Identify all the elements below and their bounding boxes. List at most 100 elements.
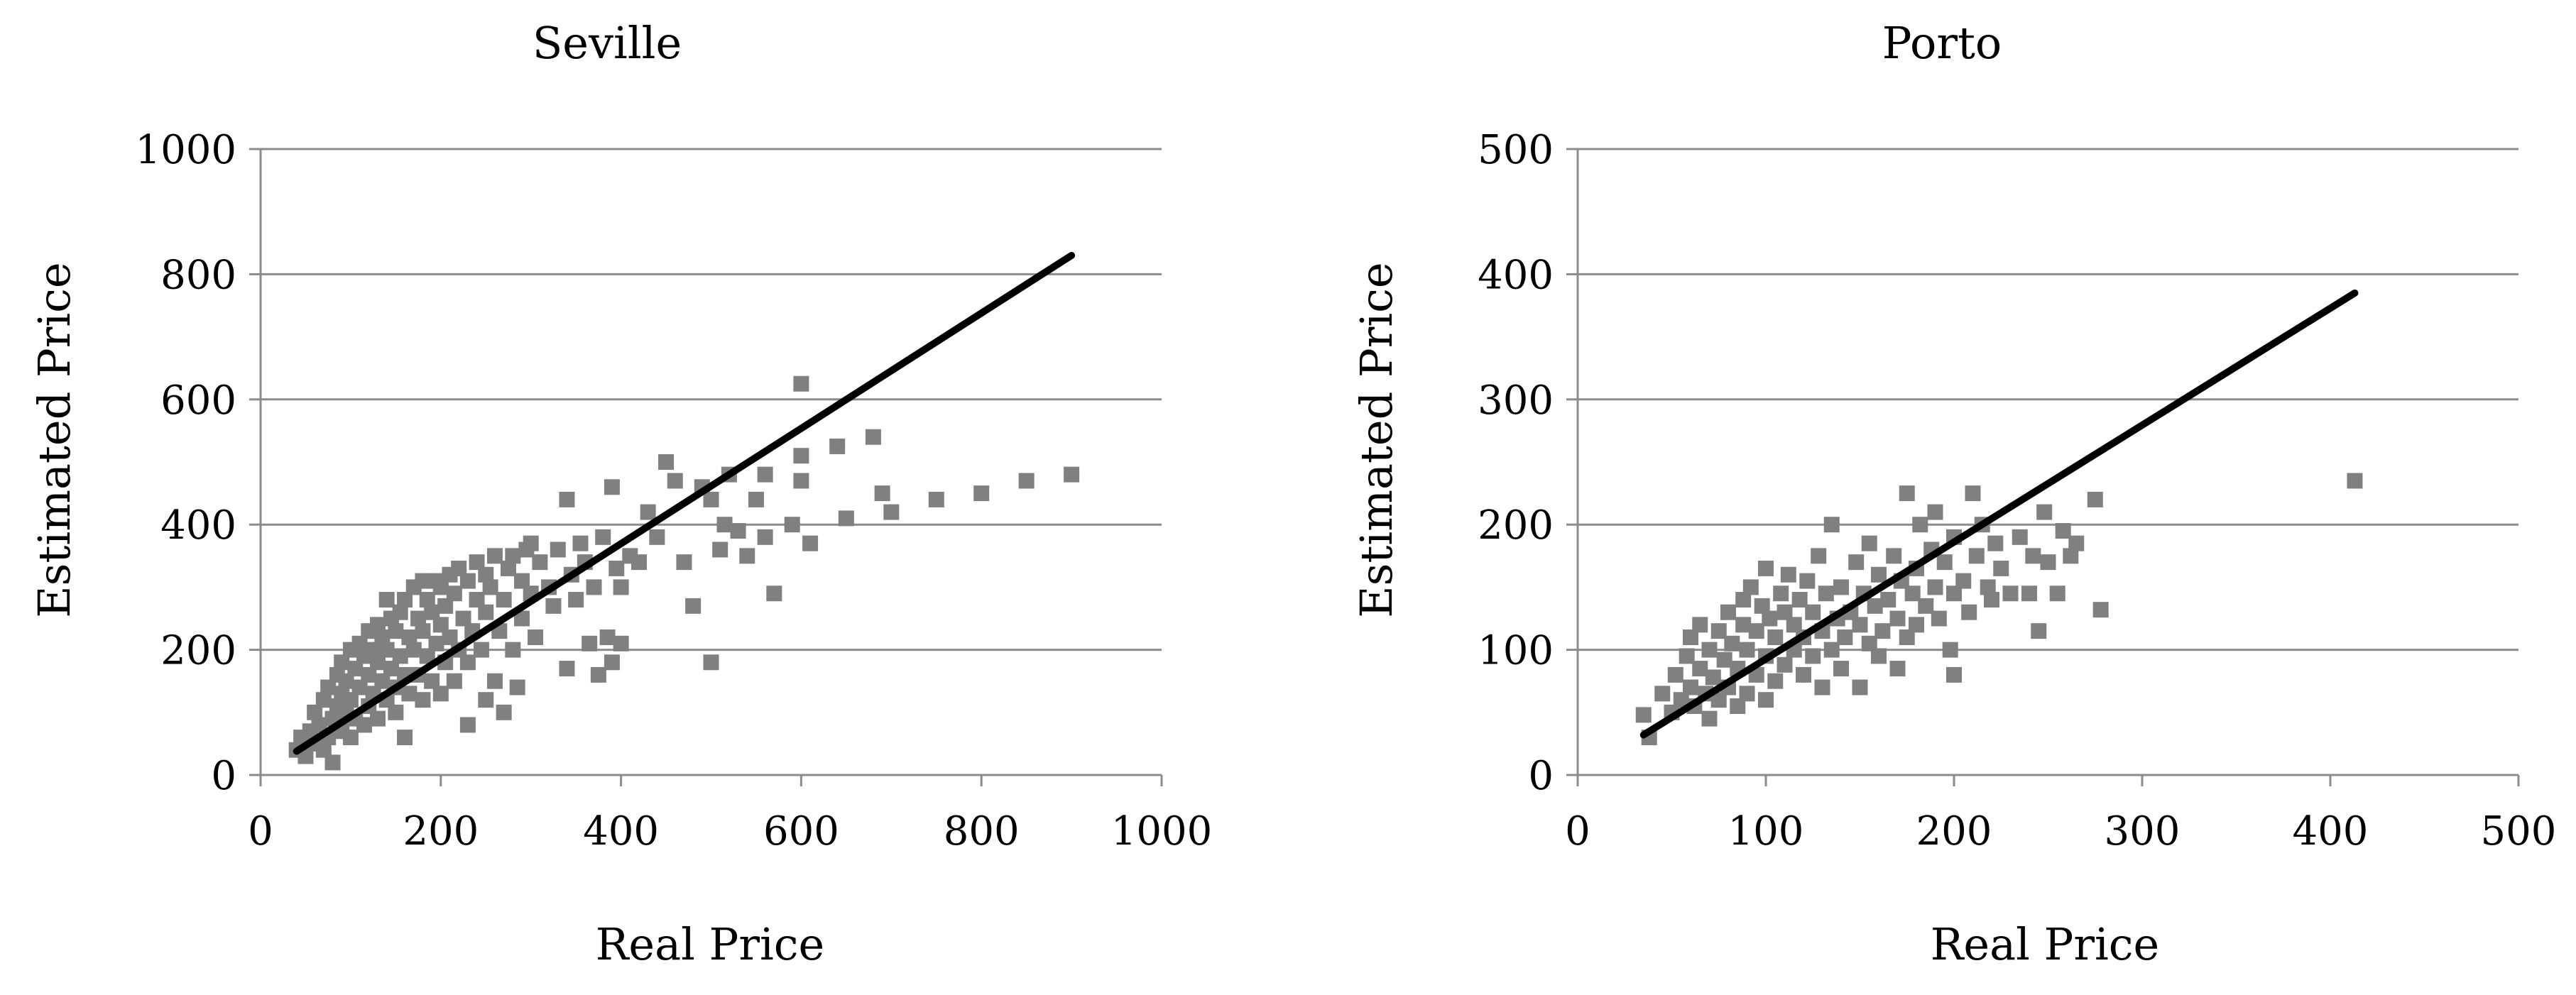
y-tick-label: 1000 [135,127,236,173]
data-point [631,554,647,571]
data-point [1692,617,1708,633]
y-tick-label: 100 [1478,628,1554,674]
data-point [559,491,575,507]
data-point [2040,554,2056,571]
data-point [1730,698,1746,714]
data-point [2025,548,2041,564]
x-tick-label: 100 [1728,808,1804,854]
data-point [320,679,337,696]
data-point [1701,642,1718,658]
x-tick-label: 400 [583,808,659,854]
data-point [298,748,314,764]
data-point [1955,573,1972,589]
y-tick-label: 500 [1478,127,1554,173]
data-point [1739,642,1755,658]
data-point [1823,642,1840,658]
data-point [1739,686,1755,702]
chart-porto: Porto 0 100 200 300 400 500 0 100 200 300 400 500 R… [1350,17,2556,970]
data-point [2049,586,2065,602]
data-point [1018,473,1035,489]
data-point [1742,579,1759,595]
y-axis-label: Estimated Price [1350,262,1402,617]
data-point [1968,548,1985,564]
data-point [1683,679,1698,696]
data-point [1899,485,1915,502]
data-point [1871,566,1887,583]
x-tick-label: 500 [2481,808,2557,854]
data-point [757,466,773,483]
x-axis-label: Real Price [1931,918,2159,970]
data-point [1871,648,1887,664]
data-point [451,560,467,576]
data-point [1805,604,1821,620]
data-point [455,610,471,627]
data-point [703,654,719,671]
data-point [1833,579,1849,595]
data-point [514,573,530,589]
data-point [829,438,846,454]
data-point [473,642,489,658]
data-point [1946,586,1962,602]
data-point [419,648,435,664]
x-tick-label: 0 [248,808,273,854]
data-point [1780,566,1796,583]
data-point [365,642,381,658]
data-point [397,730,413,746]
data-point [1716,652,1732,668]
y-tick-label: 0 [1528,753,1554,799]
data-point [604,479,620,495]
data-point [649,529,665,545]
data-point [1673,692,1689,708]
data-point [568,592,584,608]
data-point [1927,504,1943,520]
data-point [397,592,413,608]
data-point [369,710,386,727]
data-point [374,673,391,689]
data-point [419,592,435,608]
data-point [572,535,589,551]
x-tick-label: 600 [763,808,839,854]
data-point [1758,560,1774,576]
data-point [446,586,462,602]
data-point [1748,623,1764,639]
data-point [500,560,516,576]
data-point [1889,610,1906,627]
y-tick-label: 300 [1478,378,1554,424]
data-point [1773,586,1789,602]
data-point [509,679,525,696]
data-point [369,654,386,671]
data-point [1889,661,1906,677]
data-point [1833,661,1849,677]
x-tick-label: 200 [403,808,479,854]
data-point [478,604,494,620]
data-point [1936,554,1953,571]
data-point [446,673,462,689]
data-point [730,523,746,539]
data-point [1874,623,1891,639]
data-point [410,610,427,627]
data-point [590,666,606,683]
fit-line [1639,289,2359,739]
data-point [1909,617,1924,633]
y-tick-label: 600 [160,378,236,424]
data-point [424,673,440,689]
data-point [459,573,476,589]
data-point [1654,686,1671,702]
data-point [315,742,332,758]
data-point [874,485,890,502]
data-point [469,592,485,608]
data-point [1710,692,1727,708]
data-point [2092,602,2109,618]
data-point [1852,617,1868,633]
data-point [1683,629,1698,645]
data-point [1867,598,1883,614]
data-point [432,579,449,595]
data-point [838,510,854,527]
data-point [514,610,530,627]
data-point [2036,504,2053,520]
data-point [1980,579,1996,595]
x-tick-label: 300 [2105,808,2181,854]
data-point [1931,610,1947,627]
data-point [1886,548,1902,564]
